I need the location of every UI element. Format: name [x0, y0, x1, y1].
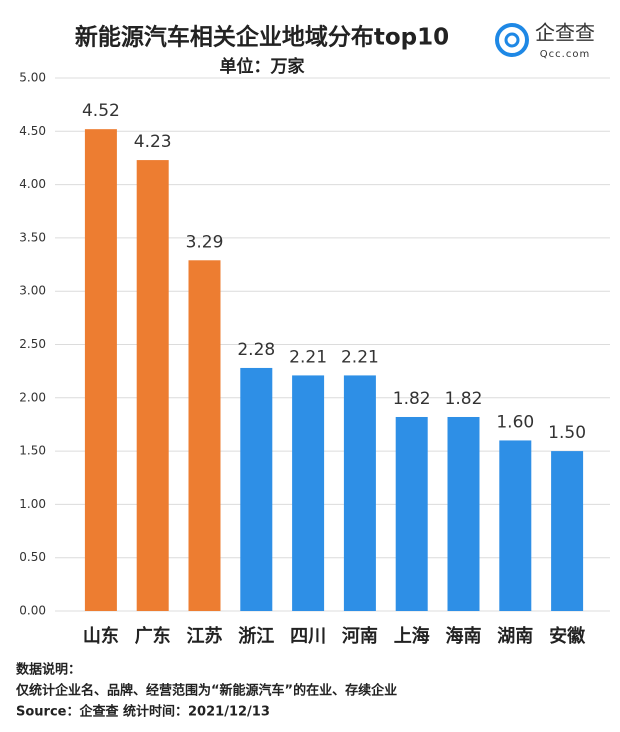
data-label: 1.60 — [496, 412, 534, 432]
logo-icon — [495, 23, 529, 57]
bar — [136, 160, 169, 611]
y-tick-label: 5.00 — [19, 71, 46, 85]
bar — [447, 416, 480, 611]
y-tick-label: 2.50 — [19, 337, 46, 351]
note: Source：企查查 统计时间：2021/12/13 — [16, 704, 270, 720]
y-tick-label: 2.00 — [19, 390, 46, 404]
bar — [551, 451, 584, 611]
bar — [343, 375, 376, 611]
bar — [292, 375, 325, 611]
data-label: 2.21 — [341, 347, 379, 367]
bar — [240, 367, 273, 611]
data-label: 1.82 — [393, 389, 431, 409]
logo: 企查查 Qcc.com — [495, 21, 595, 60]
y-tick-label: 0.50 — [19, 550, 46, 564]
data-label: 2.28 — [237, 340, 275, 360]
bar — [499, 440, 532, 611]
x-tick-label: 山东 — [83, 625, 119, 647]
y-tick-label: 4.00 — [19, 177, 46, 191]
y-tick-label: 3.00 — [19, 284, 46, 298]
x-tick-label: 江苏 — [187, 625, 223, 647]
bar — [188, 260, 221, 611]
chart-subtitle: 单位：万家 — [220, 56, 305, 77]
logo-icon-inner — [504, 32, 520, 48]
x-tick-label: 上海 — [394, 625, 430, 647]
data-label: 2.21 — [289, 347, 327, 367]
y-tick-label: 1.50 — [19, 444, 46, 458]
note: 数据说明： — [16, 662, 81, 678]
data-label: 1.82 — [445, 389, 483, 409]
chart-title: 新能源汽车相关企业地域分布top10 — [75, 24, 449, 51]
x-tick-label: 湖南 — [497, 625, 533, 647]
y-tick-label: 0.00 — [19, 604, 46, 618]
x-tick-label: 安徽 — [549, 625, 586, 647]
x-tick-label: 广东 — [135, 625, 171, 647]
x-tick-label: 浙江 — [238, 625, 274, 647]
bar — [395, 416, 428, 611]
x-tick-label: 河南 — [342, 625, 378, 647]
x-tick-label: 海南 — [446, 625, 482, 647]
data-label: 4.23 — [134, 132, 172, 152]
x-tick-label: 四川 — [290, 626, 326, 647]
note: 仅统计企业名、品牌、经营范围为“新能源汽车”的在业、存续企业 — [15, 683, 397, 699]
logo-url: Qcc.com — [540, 49, 590, 60]
y-tick-label: 1.00 — [19, 497, 46, 511]
y-tick-label: 4.50 — [19, 124, 46, 138]
data-label: 4.52 — [82, 101, 120, 121]
data-label: 1.50 — [548, 423, 586, 443]
logo-name: 企查查 — [535, 21, 595, 45]
bar — [84, 129, 117, 611]
y-tick-label: 3.50 — [19, 230, 46, 244]
data-label: 3.29 — [186, 232, 224, 252]
